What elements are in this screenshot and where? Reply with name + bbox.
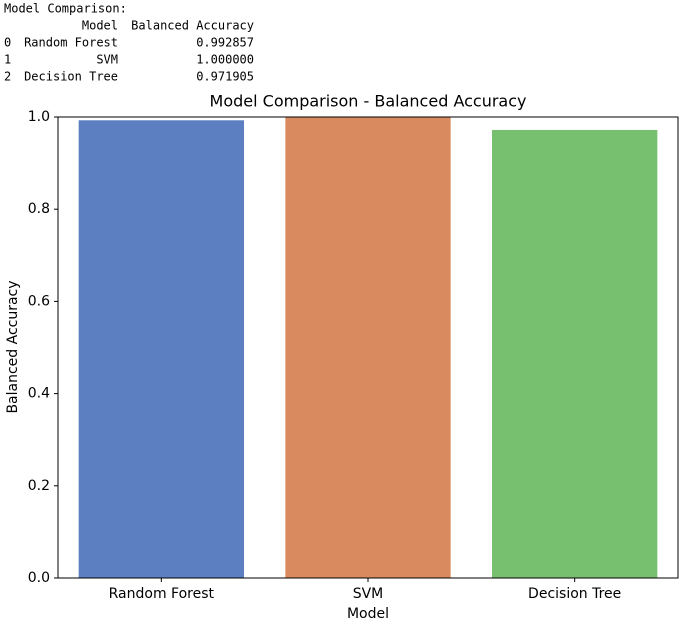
y-tick-label: 1.0 [28,109,50,125]
row-model: Random Forest [24,36,118,50]
row-score: 0.992857 [196,36,254,50]
x-tick-label: SVM [353,586,384,602]
column-header: Balanced Accuracy [131,19,254,33]
bar [78,120,245,579]
row-model: SVM [96,53,118,67]
y-tick-label: 0.4 [28,386,50,402]
row-index: 2 [4,70,11,84]
x-axis-label: Model [347,606,389,622]
row-score: 1.000000 [196,53,254,67]
y-tick-label: 0.2 [28,478,50,494]
row-index: 0 [4,36,11,50]
axes-frame [57,116,679,579]
y-tick-label: 0.0 [28,570,50,586]
y-tick-label: 0.6 [28,293,50,309]
row-index: 1 [4,53,11,67]
x-tick-label: Random Forest [109,586,215,602]
bar [492,129,658,579]
x-tick-label: Decision Tree [528,586,621,602]
bar [285,117,451,578]
chart-title: Model Comparison - Balanced Accuracy [210,92,527,111]
y-axis-label: Balanced Accuracy [5,280,21,413]
y-tick-label: 0.8 [28,201,50,217]
row-score: 0.971905 [196,70,254,84]
output-heading: Model Comparison: [4,2,127,16]
column-header: Model [82,19,118,33]
row-model: Decision Tree [24,70,118,84]
